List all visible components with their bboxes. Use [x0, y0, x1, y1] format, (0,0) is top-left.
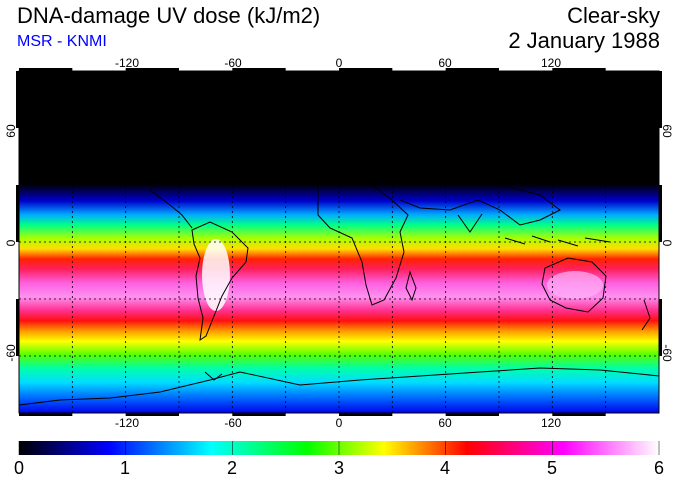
frame-bar-lon	[445, 68, 499, 71]
colorbar-label-4: 4	[439, 458, 450, 478]
coast-eurasia	[309, 167, 561, 226]
frame-bar-lon	[19, 413, 73, 416]
frame-bar-lat	[659, 299, 662, 356]
coast-antarctic-peninsula	[204, 371, 223, 381]
colorbar-label-3: 3	[333, 458, 344, 478]
frame-bar-lon	[232, 68, 286, 71]
frame-bar-lon	[339, 413, 393, 416]
source-label: MSR - KNMI	[17, 33, 107, 50]
lon-tick-top-60: 60	[438, 56, 452, 70]
frame-bar-lat	[16, 185, 19, 242]
lon-tick-bottom-m60: -60	[224, 416, 242, 430]
map-title: DNA-damage UV dose (kJ/m2)	[17, 3, 321, 28]
frame-bar-lat	[659, 185, 662, 242]
lat-tick-left-0: 0	[4, 239, 18, 247]
frame-ticks	[16, 68, 662, 416]
lon-tick-bottom-120: 120	[540, 416, 562, 430]
lat-tick-left-m60: -60	[4, 344, 18, 362]
lat-tick-right-60: 60	[660, 124, 674, 138]
colorbar-ticks	[18, 441, 660, 455]
colorbar-label-1: 1	[119, 458, 130, 478]
coast-antarctica	[18, 367, 660, 406]
australia-high-dose	[547, 271, 603, 299]
lon-tick-top-m60: -60	[224, 56, 242, 70]
frame-bar-lon	[552, 68, 606, 71]
coast-central-america	[149, 189, 193, 229]
coast-australia	[541, 257, 607, 313]
lon-tick-top-0: 0	[335, 56, 343, 70]
frame-bar-lat	[659, 71, 662, 128]
coast-africa	[317, 177, 409, 306]
lat-tick-right-m60: -60	[660, 344, 674, 362]
coast-indonesia	[504, 235, 611, 247]
frame-bar-lon	[19, 68, 73, 71]
coast-south-america	[191, 221, 249, 342]
lon-tick-bottom-m120: -120	[114, 416, 140, 430]
frame-bar-lon	[125, 413, 179, 416]
lat-tick-left-60: 60	[4, 124, 18, 138]
frame-bar-lon	[232, 413, 286, 416]
andes-high-dose	[202, 239, 230, 311]
lon-tick-bottom-60: 60	[438, 416, 452, 430]
coast-new-zealand	[641, 299, 651, 331]
frame-bar-lat	[16, 299, 19, 356]
coast-india	[457, 213, 483, 233]
map-date: 2 January 1988	[508, 28, 660, 53]
frame-bar-lon	[552, 413, 606, 416]
frame-bar-lon	[125, 68, 179, 71]
coastlines	[18, 167, 660, 406]
lon-tick-bottom-0: 0	[335, 416, 343, 430]
coast-madagascar	[405, 270, 417, 302]
frame-bar-lon	[339, 68, 393, 71]
colorbar-label-0: 0	[13, 458, 24, 478]
sky-condition: Clear-sky	[567, 3, 660, 28]
colorbar-label-2: 2	[226, 458, 237, 478]
lat-tick-right-0: 0	[660, 239, 674, 247]
lon-tick-top-120: 120	[540, 56, 562, 70]
frame-bar-lon	[445, 413, 499, 416]
colorbar-label-5: 5	[546, 458, 557, 478]
gridlines	[19, 71, 659, 413]
colorbar-label-6: 6	[653, 458, 664, 478]
frame-bar-lat	[16, 71, 19, 128]
lon-tick-top-m120: -120	[114, 56, 140, 70]
